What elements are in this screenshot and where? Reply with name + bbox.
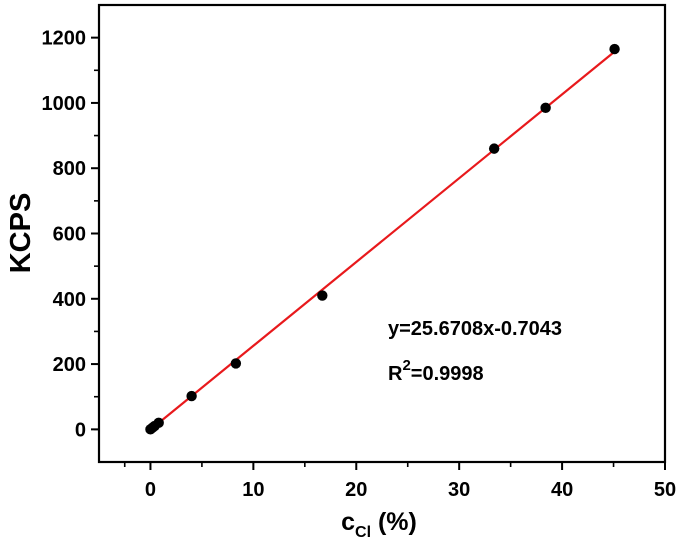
fit-equation: y=25.6708x-0.7043 [388, 318, 562, 340]
x-axis-title-main: c [341, 508, 355, 536]
x-tick-label: 50 [654, 479, 676, 501]
y-tick-label: 600 [53, 224, 86, 246]
data-point [540, 102, 551, 114]
r-squared-label: R [388, 363, 403, 385]
x-tick-label: 10 [242, 479, 264, 501]
r-squared-value: =0.9998 [411, 363, 484, 385]
data-point [609, 43, 620, 55]
r-squared: R2=0.9998 [388, 357, 484, 385]
y-tick-label: 200 [53, 354, 86, 376]
x-axis-title-rest: (%) [371, 508, 417, 536]
x-tick-label: 0 [145, 479, 156, 501]
x-axis-title: cCl (%) [341, 508, 417, 541]
y-tick-label: 0 [75, 419, 86, 441]
y-tick-label: 1200 [42, 28, 87, 50]
fit-line [149, 50, 616, 431]
data-point [153, 417, 164, 429]
x-tick-label: 30 [448, 479, 470, 501]
x-tick-label: 20 [345, 479, 367, 501]
y-tick-label: 1000 [42, 93, 87, 115]
data-points [145, 43, 620, 435]
y-tick-label: 800 [53, 158, 86, 180]
plot-frame [97, 3, 667, 464]
data-point [488, 143, 500, 154]
y-tick-label: 400 [53, 289, 86, 311]
data-point [317, 290, 328, 301]
y-axis-title: KCPS [5, 193, 37, 274]
tick-labels: 0 10 20 30 40 50 0 200 400 600 800 1000 1200 [42, 28, 677, 501]
fit-line-group [149, 50, 616, 431]
data-point [186, 390, 197, 402]
x-tick-label: 40 [551, 479, 573, 501]
r-squared-sup: 2 [402, 357, 410, 374]
data-point [230, 358, 242, 369]
axes [97, 3, 667, 464]
x-axis-title-sub: Cl [355, 524, 371, 541]
tick-marks [91, 36, 666, 470]
